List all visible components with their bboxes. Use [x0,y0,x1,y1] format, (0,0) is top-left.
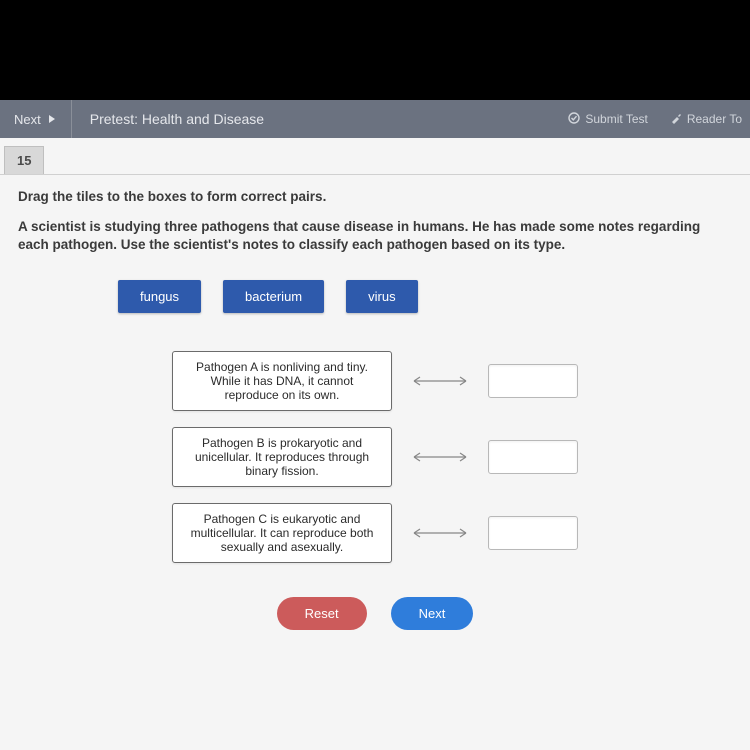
pair-row: Pathogen C is eukaryotic and multicellul… [18,503,732,563]
check-circle-icon [568,112,580,127]
double-arrow-icon [408,374,472,388]
reader-tools-label: Reader To [687,112,742,126]
drop-zone-c[interactable] [488,516,578,550]
button-row: Reset Next [18,597,732,630]
question-number-tab[interactable]: 15 [4,146,44,174]
tools-icon [670,112,682,127]
next-button[interactable]: Next [391,597,474,630]
monitor-frame: Next Pretest: Health and Disease Submit … [0,0,750,750]
pairs-area: Pathogen A is nonliving and tiny. While … [18,351,732,563]
clue-a: Pathogen A is nonliving and tiny. While … [172,351,392,411]
tile-virus[interactable]: virus [346,280,417,313]
double-arrow-icon [408,450,472,464]
page-title: Pretest: Health and Disease [72,111,569,127]
question-content: Drag the tiles to the boxes to form corr… [0,175,750,644]
clue-b: Pathogen B is prokaryotic and unicellula… [172,427,392,487]
tile-bacterium[interactable]: bacterium [223,280,324,313]
arrow-right-icon [47,112,57,127]
top-bar: Next Pretest: Health and Disease Submit … [0,100,750,138]
submit-test-label: Submit Test [585,112,647,126]
top-next-label: Next [14,112,41,127]
instruction-text: Drag the tiles to the boxes to form corr… [18,189,732,204]
drop-zone-a[interactable] [488,364,578,398]
pair-row: Pathogen B is prokaryotic and unicellula… [18,427,732,487]
tile-fungus[interactable]: fungus [118,280,201,313]
reader-tools-button[interactable]: Reader To [670,112,742,127]
question-tab-row: 15 [0,138,750,175]
clue-c: Pathogen C is eukaryotic and multicellul… [172,503,392,563]
description-text: A scientist is studying three pathogens … [18,218,732,254]
submit-test-button[interactable]: Submit Test [568,112,647,127]
drop-zone-b[interactable] [488,440,578,474]
top-right-actions: Submit Test Reader To [568,112,750,127]
top-next-button[interactable]: Next [0,100,72,138]
double-arrow-icon [408,526,472,540]
app-window: Next Pretest: Health and Disease Submit … [0,100,750,750]
reset-button[interactable]: Reset [277,597,367,630]
pair-row: Pathogen A is nonliving and tiny. While … [18,351,732,411]
tiles-row: fungus bacterium virus [18,280,732,313]
